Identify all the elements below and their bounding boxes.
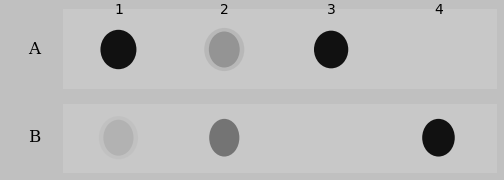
Text: 1: 1: [114, 3, 123, 17]
Ellipse shape: [422, 119, 455, 157]
Ellipse shape: [99, 116, 138, 159]
Text: B: B: [28, 129, 40, 146]
Ellipse shape: [100, 30, 137, 69]
Ellipse shape: [209, 31, 240, 68]
Text: 3: 3: [327, 3, 336, 17]
Ellipse shape: [314, 31, 348, 68]
Ellipse shape: [204, 28, 244, 71]
Text: 2: 2: [220, 3, 229, 17]
Bar: [63, 104, 497, 173]
Ellipse shape: [209, 119, 239, 157]
Text: 4: 4: [434, 3, 443, 17]
Ellipse shape: [103, 120, 134, 156]
Text: A: A: [28, 41, 40, 58]
Bar: [63, 9, 497, 89]
